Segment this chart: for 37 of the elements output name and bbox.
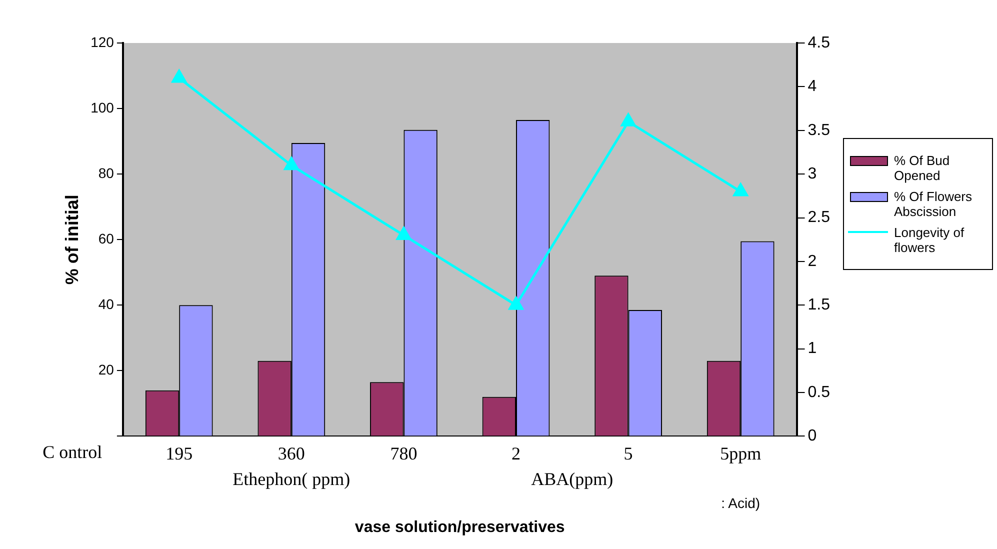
x-tick-label: 360: [278, 444, 305, 464]
y2-tick-label: 2: [808, 252, 817, 270]
y2-tick-label: 4.5: [808, 34, 830, 52]
x-tick-label: 5: [624, 444, 633, 464]
y-tick-label: 60: [98, 230, 114, 246]
y2-tick-label: 0.5: [808, 384, 830, 401]
y-tick-label: 20: [98, 362, 114, 378]
point: [733, 183, 748, 196]
y-tick-label: 100: [90, 99, 114, 116]
y2-tick-label: 3.5: [808, 122, 830, 139]
y-tick-label: 120: [90, 34, 114, 50]
legend-label: % Of Bud Opened: [894, 153, 951, 183]
point: [284, 157, 299, 170]
y2-tick-label: 1: [808, 340, 817, 358]
y-tick-label: 40: [98, 296, 114, 312]
text: C ontrol: [42, 442, 102, 462]
x-axis-title: vase solution/preservatives: [354, 518, 565, 536]
point: [508, 296, 524, 310]
y2-tick-label: 3: [808, 165, 817, 182]
y2-tick-label: 2.5: [808, 209, 830, 226]
y2-tick-label: 4: [808, 78, 817, 96]
legend-label: % Of Flowers Abscission: [894, 189, 974, 219]
x-tick-label: 195: [166, 444, 193, 464]
x-tick-label: 2: [512, 444, 521, 464]
point: [396, 226, 412, 240]
text: ABA(ppm): [531, 468, 614, 489]
point: [620, 113, 636, 126]
y-axis-title: % of initial: [62, 194, 82, 285]
point: [172, 70, 186, 83]
x-tick-label: 780: [390, 444, 418, 464]
text: : Acid): [721, 495, 760, 512]
y2-tick-label: 1.5: [808, 296, 830, 314]
y-tick-label: 80: [98, 164, 114, 181]
y2-tick-label: 0: [808, 428, 817, 445]
legend-label: Longevity of flowers: [894, 225, 966, 255]
x-tick-label: 5ppm: [720, 444, 762, 464]
text: Ethephon( ppm): [232, 468, 350, 489]
